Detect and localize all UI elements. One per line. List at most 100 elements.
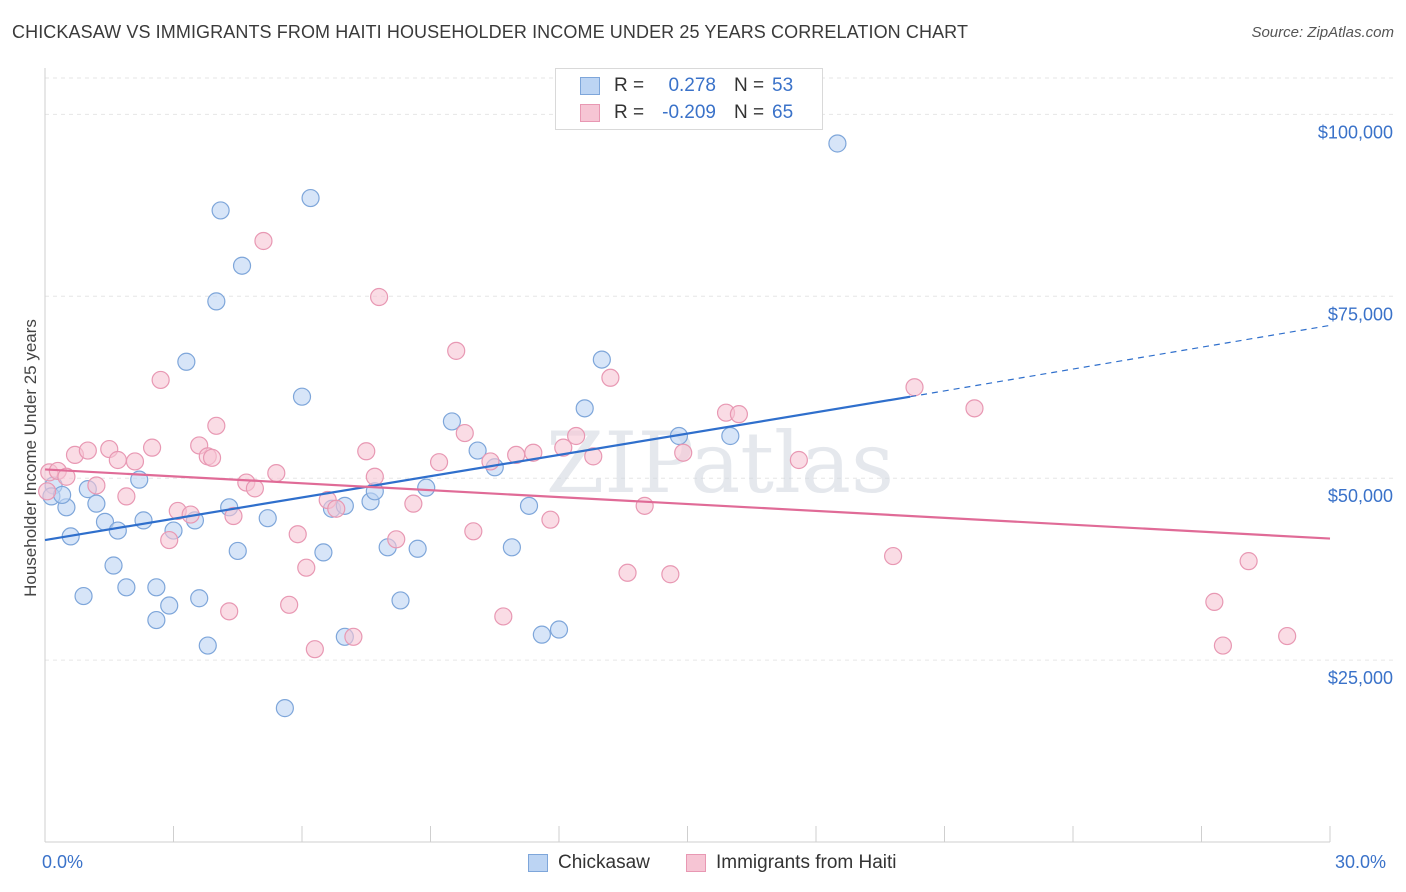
haiti-point [541,510,560,529]
chickasaw-point [147,578,166,597]
haiti-point [524,443,543,462]
haiti-point [344,627,363,646]
haiti-point [78,441,97,460]
chickasaw-point [549,620,569,639]
haiti-point [207,416,226,435]
chickasaw-point [442,412,462,431]
chickasaw-point [258,509,277,528]
legend-row-chickasaw: R = 0.278 N = 53 [580,73,793,99]
haiti-point [357,442,376,461]
legend-swatch-pink [686,854,706,872]
y-axis-label: Householder Income Under 25 years [21,319,40,597]
legend-label-chickasaw: Chickasaw [558,852,650,873]
chickasaw-point [417,478,436,497]
y-tick-label: $25,000 [1328,668,1393,688]
haiti-point [618,563,637,582]
haiti-point [280,595,299,614]
haiti-point [365,467,384,486]
correlation-legend: R = 0.278 N = 53 R = -0.209 N = 65 [555,68,823,130]
chickasaw-point [147,610,166,630]
haiti-point [224,506,243,526]
legend-r-value: -0.209 [662,102,716,123]
legend-label-haiti: Immigrants from Haiti [716,852,897,873]
haiti-point [584,447,603,466]
chickasaw-point [108,521,127,540]
source-label: Source: ZipAtlas.com [1251,24,1394,41]
chickasaw-point [314,543,333,562]
chickasaw-trend-line [44,395,911,542]
chickasaw-point [53,485,72,505]
chickasaw-point [292,387,312,406]
y-tick-label: $50,000 [1328,486,1393,506]
watermark: ZIPatlas [546,414,894,512]
haiti-point [160,530,179,550]
haiti-point [220,602,239,621]
chickasaw-point [87,494,106,513]
chickasaw-point [160,596,179,615]
chickasaw-point [228,541,247,561]
haiti-point [288,525,307,544]
chickasaw-trend-extension [910,324,1331,398]
haiti-point [370,287,389,307]
haiti-point [635,496,654,515]
haiti-point [1213,636,1233,655]
haiti-point [429,453,449,472]
chickasaw-point [190,589,209,608]
haiti-point [327,499,346,518]
haiti-point [108,450,127,470]
haiti-point [494,607,513,626]
x-axis-min-label: 0.0% [42,852,84,872]
haiti-point [674,443,693,462]
haiti-point [905,378,924,397]
legend-swatch-blue [580,77,600,95]
legend-swatch-blue [528,854,548,872]
haiti-point [1239,552,1258,571]
haiti-trend-line [44,468,1331,540]
y-tick-label: $100,000 [1318,122,1393,142]
haiti-point [142,438,162,457]
haiti-point [387,530,406,549]
chickasaw-point [391,591,410,610]
chickasaw-point [74,586,93,606]
haiti-point [965,399,984,418]
chickasaw-point [408,539,427,558]
haiti-point [404,494,423,513]
legend-n-value: 65 [772,102,794,123]
legend-r-label: R = [614,102,645,123]
legend-n-label: N = [734,102,765,123]
chickasaw-point [232,256,252,275]
chickasaw-point [592,350,611,369]
series-legend: Chickasaw Immigrants from Haiti [0,852,1406,876]
legend-r-label: R = [614,75,645,96]
haiti-point [117,487,136,506]
chickasaw-point [532,625,551,644]
haiti-point [305,640,324,659]
legend-n-label: N = [734,75,765,96]
haiti-point [447,341,466,360]
haiti-point [554,438,573,457]
chickasaw-point [519,496,539,515]
legend-item-chickasaw: Chickasaw [528,852,650,874]
haiti-point [38,482,57,501]
haiti-point [455,423,474,443]
chickasaw-point [117,578,136,597]
haiti-point [567,426,586,446]
chickasaw-point [104,556,123,575]
chickasaw-point [828,134,847,153]
chickasaw-point [301,188,320,208]
haiti-point [1205,592,1224,611]
legend-item-haiti: Immigrants from Haiti [686,852,897,874]
chickasaw-point [275,699,294,718]
chickasaw-point [575,399,594,418]
haiti-point [245,479,264,498]
chickasaw-point [211,201,230,220]
legend-n-value: 53 [772,75,794,96]
haiti-point [151,370,170,390]
haiti-point [789,450,808,470]
haiti-point [883,546,903,566]
y-tick-label: $75,000 [1328,304,1393,324]
chickasaw-point [134,511,153,530]
legend-r-value: 0.278 [668,75,716,96]
chart-title: CHICKASAW VS IMMIGRANTS FROM HAITI HOUSE… [12,22,969,42]
